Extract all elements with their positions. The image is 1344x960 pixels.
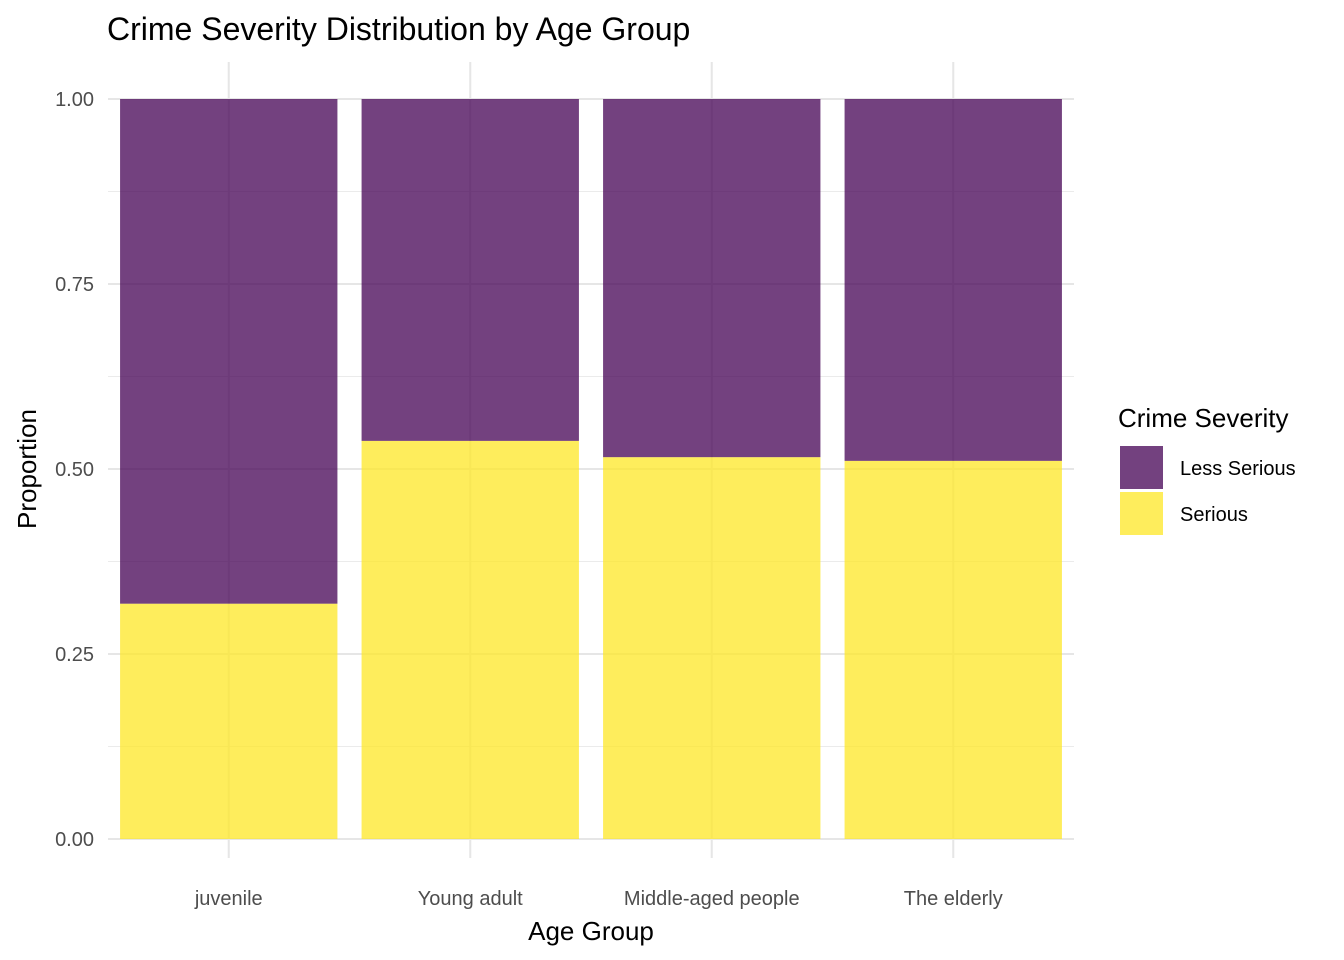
legend-items: Less Serious Serious: [1120, 446, 1296, 535]
bars: [120, 99, 1062, 839]
bar-less-serious: [603, 99, 821, 458]
bar-less-serious: [844, 99, 1062, 461]
bar-serious: [120, 603, 338, 839]
y-tick-label: 1.00: [55, 89, 94, 111]
y-tick-label: 0.75: [55, 274, 94, 296]
bar-serious: [361, 440, 579, 839]
y-tick-label: 0.25: [55, 644, 94, 666]
legend-label: Serious: [1180, 504, 1248, 526]
x-tick-label: Young adult: [418, 888, 523, 910]
legend-swatch: [1120, 492, 1163, 535]
bar-serious: [844, 460, 1062, 839]
y-tick-label: 0.00: [55, 829, 94, 851]
chart-title: Crime Severity Distribution by Age Group: [107, 11, 690, 47]
legend: Crime Severity Less Serious Serious: [1118, 403, 1296, 535]
x-tick-label: juvenile: [194, 888, 263, 910]
bar-less-serious: [120, 99, 338, 604]
legend-title: Crime Severity: [1118, 403, 1288, 433]
bar-less-serious: [361, 99, 579, 441]
legend-label: Less Serious: [1180, 458, 1296, 480]
y-axis-title: Proportion: [12, 409, 42, 529]
x-axis-ticks: juvenile Young adult Middle-aged people The…: [194, 888, 1003, 910]
x-tick-label: The elderly: [904, 888, 1003, 910]
y-axis-ticks: 0.00 0.25 0.50 0.75 1.00: [55, 89, 94, 851]
legend-swatch: [1120, 446, 1163, 489]
y-tick-label: 0.50: [55, 459, 94, 481]
x-axis-title: Age Group: [528, 916, 654, 946]
bar-serious: [603, 457, 821, 839]
x-tick-label: Middle-aged people: [624, 888, 800, 910]
